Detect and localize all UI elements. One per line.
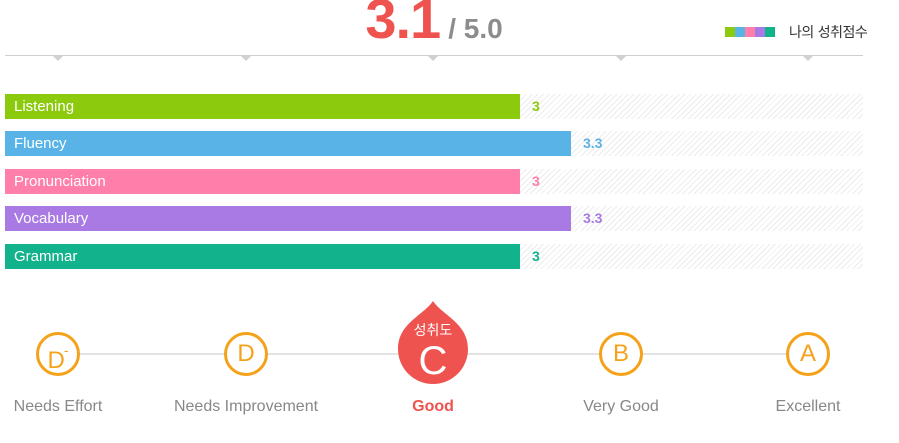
grade-modifier: - — [63, 342, 69, 358]
scale-tick — [241, 56, 251, 61]
grade-label: Good — [412, 398, 454, 415]
bar-label: Vocabulary — [14, 210, 89, 227]
score-max: / 5.0 — [448, 13, 503, 44]
current-grade-marker — [398, 301, 468, 384]
bar-row: Grammar 3 — [5, 244, 863, 269]
bar-value: 3.3 — [583, 210, 603, 226]
legend-swatch — [725, 27, 735, 37]
grade-letter: D — [237, 340, 255, 367]
bar-listening — [5, 94, 520, 119]
scale-line — [5, 55, 863, 56]
legend: 나의 성취점수 — [725, 22, 868, 42]
bar-value: 3.3 — [583, 135, 603, 151]
bar-value: 3 — [532, 98, 540, 114]
scale-tick — [803, 56, 813, 61]
legend-swatch — [745, 27, 755, 37]
bar-grammar — [5, 244, 520, 269]
grade-circle-needs-effort: D- — [36, 332, 80, 376]
overall-score: 3.1/ 5.0 — [0, 0, 868, 51]
grade-letter: A — [799, 340, 816, 367]
bar-value: 3 — [532, 173, 540, 189]
grade-label: Excellent — [775, 398, 841, 415]
grade-circle-excellent: A — [786, 332, 830, 376]
grade-letter: B — [612, 340, 629, 367]
scale-tick — [53, 56, 63, 61]
bar-row: Listening 3 — [5, 94, 863, 119]
current-grade-caption: 성취도 — [413, 323, 453, 339]
bar-vocabulary — [5, 206, 571, 231]
bar-row: Fluency 3.3 — [5, 131, 863, 156]
current-grade-letter: C — [418, 339, 448, 383]
bar-fluency — [5, 131, 571, 156]
grade-label: Needs Improvement — [173, 398, 319, 415]
bar-label: Pronunciation — [14, 173, 106, 190]
bar-label: Fluency — [14, 135, 67, 152]
scale-tick — [616, 56, 626, 61]
grade-circle-very-good: B — [599, 332, 643, 376]
legend-swatch — [765, 27, 775, 37]
legend-label: 나의 성취점수 — [789, 25, 868, 41]
bar-value: 3 — [532, 248, 540, 264]
current-grade-badge: 성취도 C — [396, 299, 470, 385]
bar-row: Vocabulary 3.3 — [5, 206, 863, 231]
grade-label: Very Good — [583, 398, 659, 415]
legend-swatch — [735, 27, 745, 37]
bar-label: Grammar — [14, 248, 78, 265]
grade-circle-needs-improvement: D — [224, 332, 268, 376]
scale-tick — [428, 56, 438, 61]
grade-label: Needs Effort — [13, 398, 103, 415]
grade-letter: D — [47, 347, 65, 374]
legend-swatches — [725, 27, 775, 37]
bar-row: Pronunciation 3 — [5, 169, 863, 194]
bar-label: Listening — [14, 98, 75, 115]
legend-swatch — [755, 27, 765, 37]
bar-pronunciation — [5, 169, 520, 194]
score-value: 3.1 — [365, 0, 441, 50]
